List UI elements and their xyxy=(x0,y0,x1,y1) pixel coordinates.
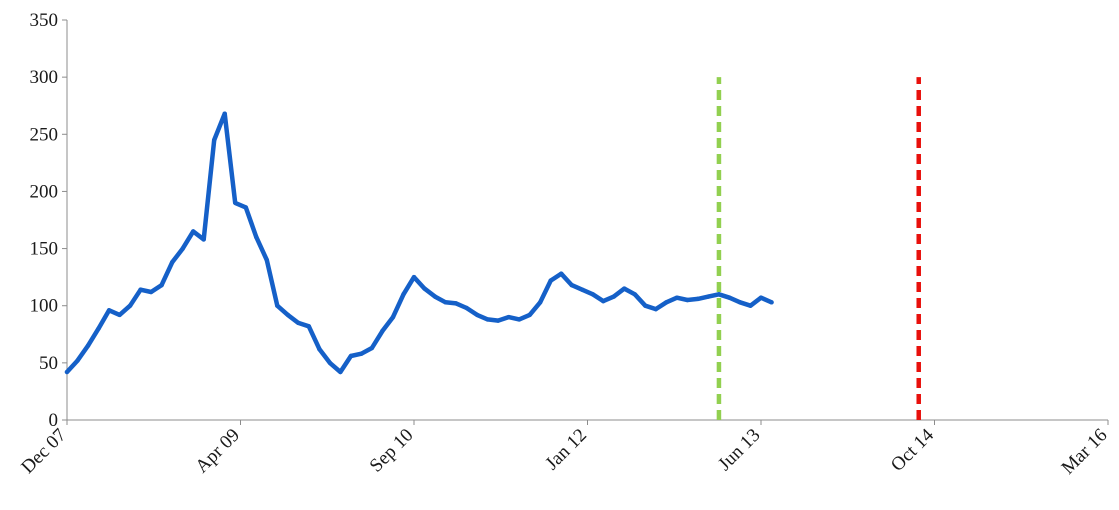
data-point xyxy=(190,229,196,234)
data-point xyxy=(201,237,206,242)
data-point xyxy=(537,300,543,305)
data-point xyxy=(422,286,427,291)
data-point xyxy=(453,301,459,306)
data-point xyxy=(485,317,490,322)
x-tick-label: Jun 13 xyxy=(714,425,764,475)
x-tick-label: Sep 10 xyxy=(366,425,418,477)
data-point xyxy=(748,303,753,308)
data-point xyxy=(296,320,301,326)
data-point xyxy=(369,345,375,351)
x-tick-label: Mar 16 xyxy=(1058,425,1112,479)
data-point xyxy=(233,200,238,206)
data-point xyxy=(443,300,448,305)
data-point xyxy=(159,282,164,288)
data-point xyxy=(148,289,154,295)
data-point xyxy=(622,286,627,291)
data-point xyxy=(758,295,764,300)
data-point xyxy=(243,205,248,210)
data-point xyxy=(117,312,122,318)
data-point xyxy=(359,351,364,356)
data-point xyxy=(222,111,227,116)
data-point xyxy=(695,296,701,302)
data-point xyxy=(516,317,522,322)
data-point xyxy=(548,278,553,283)
data-point xyxy=(590,292,595,297)
data-point xyxy=(706,294,711,299)
data-point xyxy=(169,260,175,265)
y-tick-label: 300 xyxy=(30,67,59,88)
data-point xyxy=(275,303,280,308)
data-point xyxy=(685,297,690,303)
data-point xyxy=(653,306,659,312)
data-point xyxy=(317,346,322,352)
data-point xyxy=(495,318,501,323)
data-point xyxy=(390,314,396,320)
data-point xyxy=(106,308,112,313)
x-tick-label: Oct 14 xyxy=(887,424,938,475)
y-tick-label: 0 xyxy=(49,410,59,431)
x-tick-label: Jan 12 xyxy=(541,425,591,475)
series-line-1 xyxy=(64,111,774,375)
data-point xyxy=(727,295,732,300)
data-point xyxy=(527,312,532,318)
data-point xyxy=(254,234,259,240)
y-tick-label: 200 xyxy=(30,181,59,202)
data-point xyxy=(643,303,648,308)
y-tick-label: 250 xyxy=(30,124,59,145)
data-point xyxy=(338,369,343,375)
data-point xyxy=(664,300,669,305)
data-point xyxy=(401,292,406,297)
data-point xyxy=(737,300,743,305)
data-point xyxy=(474,312,480,318)
data-point xyxy=(569,282,574,288)
data-point xyxy=(85,343,91,348)
data-point xyxy=(716,292,722,297)
data-point xyxy=(64,369,70,375)
data-point xyxy=(75,358,80,363)
data-point xyxy=(212,137,217,143)
x-tick-label: Dec 07 xyxy=(17,425,70,478)
plot-area: 0 50 100 150 200 250 300 350 Dec 07 Apr 09 Sep 10 J… xyxy=(17,10,1111,479)
data-point xyxy=(632,292,638,297)
data-point xyxy=(432,294,438,299)
data-point xyxy=(264,257,269,263)
y-tick-label: 50 xyxy=(39,353,58,374)
y-tick-label: 350 xyxy=(30,10,59,31)
data-point xyxy=(348,353,354,359)
data-point xyxy=(559,271,564,276)
data-point xyxy=(611,294,616,299)
data-point xyxy=(138,287,143,292)
data-point xyxy=(380,328,385,334)
data-point xyxy=(506,314,511,320)
data-point xyxy=(180,246,185,251)
data-point xyxy=(411,274,417,280)
x-tick-label: Apr 09 xyxy=(191,425,244,478)
data-point xyxy=(674,295,680,300)
data-point xyxy=(96,326,101,331)
data-point xyxy=(285,312,291,318)
data-point xyxy=(769,300,774,305)
data-point xyxy=(464,305,469,311)
data-point xyxy=(306,324,312,329)
data-point xyxy=(127,303,133,308)
y-tick-label: 100 xyxy=(30,296,59,317)
data-point xyxy=(327,360,333,366)
data-point xyxy=(580,287,585,292)
y-tick-label: 150 xyxy=(30,239,59,260)
data-point xyxy=(601,298,606,304)
